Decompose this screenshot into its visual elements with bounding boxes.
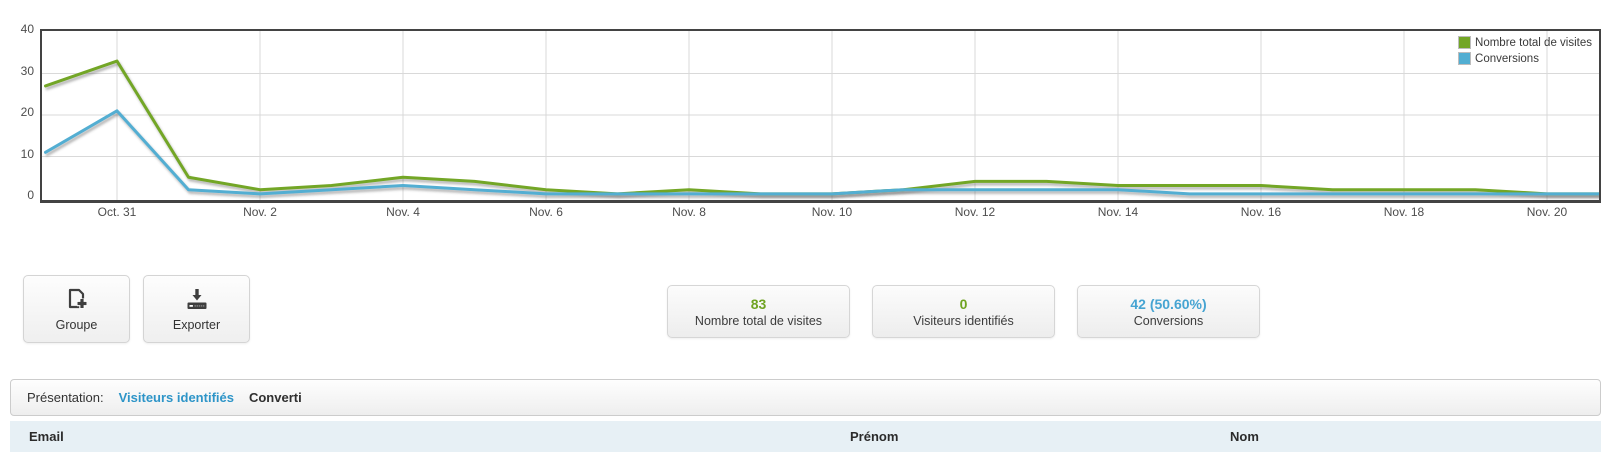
legend-item-visites: Nombre total de visites: [1458, 36, 1592, 49]
series-line: [44, 59, 1599, 196]
stat-value-total-visits: 83: [750, 295, 767, 312]
y-tick-label: 40: [20, 22, 34, 36]
legend-label-conversions: Conversions: [1475, 52, 1539, 65]
legend-label-visites: Nombre total de visites: [1475, 36, 1592, 49]
legend-item-conversions: Conversions: [1458, 52, 1539, 65]
y-tick-label: 20: [20, 105, 34, 119]
add-page-icon: [68, 288, 87, 309]
stat-card-conversions[interactable]: 42 (50.60%) Conversions: [1077, 285, 1260, 338]
view-link-visiteurs-identifies[interactable]: Visiteurs identifiés: [118, 390, 234, 405]
table-header-row: Email Prénom Nom: [10, 421, 1601, 452]
stat-value-identified-visitors: 0: [959, 295, 968, 312]
x-tick-label: Nov. 14: [1097, 205, 1139, 219]
x-tick-label: Nov. 18: [1383, 205, 1425, 219]
x-tick-label: Nov. 4: [386, 205, 420, 219]
stat-card-total-visits[interactable]: 83 Nombre total de visites: [667, 285, 850, 338]
chart-plot-area: Nombre total de visites Conversions: [40, 29, 1601, 203]
y-tick-label: 0: [27, 188, 34, 202]
x-tick-label: Nov. 8: [672, 205, 706, 219]
chart-legend: Nombre total de visites Conversions: [1458, 36, 1592, 65]
stat-label-conversions: Conversions: [1133, 313, 1204, 328]
legend-swatch-visites-icon: [1458, 36, 1472, 49]
x-tick-label: Nov. 12: [954, 205, 996, 219]
presentation-bar: Présentation: Visiteurs identifiés Conve…: [10, 379, 1601, 416]
chart-canvas: [42, 31, 1599, 200]
groupe-button-label: Groupe: [55, 318, 98, 332]
y-tick-label: 10: [20, 146, 34, 161]
exporter-button[interactable]: Exporter: [143, 275, 250, 343]
x-tick-label: Nov. 20: [1526, 205, 1568, 219]
groupe-button[interactable]: Groupe: [23, 275, 130, 343]
series-line: [44, 109, 1599, 196]
x-tick-label: Nov. 16: [1240, 205, 1282, 219]
stat-value-conversions: 42 (50.60%): [1130, 295, 1207, 312]
view-link-converti[interactable]: Converti: [248, 390, 302, 405]
presentation-label: Présentation:: [27, 390, 104, 405]
stat-card-identified-visitors[interactable]: 0 Visiteurs identifiés: [872, 285, 1055, 338]
column-header-nom: Nom: [1230, 429, 1259, 444]
y-tick-label: 30: [20, 63, 34, 78]
x-tick-label: Nov. 2: [243, 205, 277, 219]
visits-conversions-chart: 40 30 20 10 0 Nombre total de visites: [20, 22, 1601, 219]
x-tick-label: Nov. 10: [811, 205, 853, 219]
download-icon: [187, 289, 206, 309]
stat-label-identified-visitors: Visiteurs identifiés: [913, 313, 1014, 328]
stat-label-total-visits: Nombre total de visites: [694, 313, 823, 328]
column-header-prenom: Prénom: [850, 429, 899, 444]
x-tick-label: Oct. 31: [97, 205, 137, 219]
x-tick-label: Nov. 6: [529, 205, 563, 219]
column-header-email: Email: [29, 429, 64, 444]
legend-swatch-conversions-icon: [1458, 52, 1472, 65]
exporter-button-label: Exporter: [172, 318, 221, 332]
